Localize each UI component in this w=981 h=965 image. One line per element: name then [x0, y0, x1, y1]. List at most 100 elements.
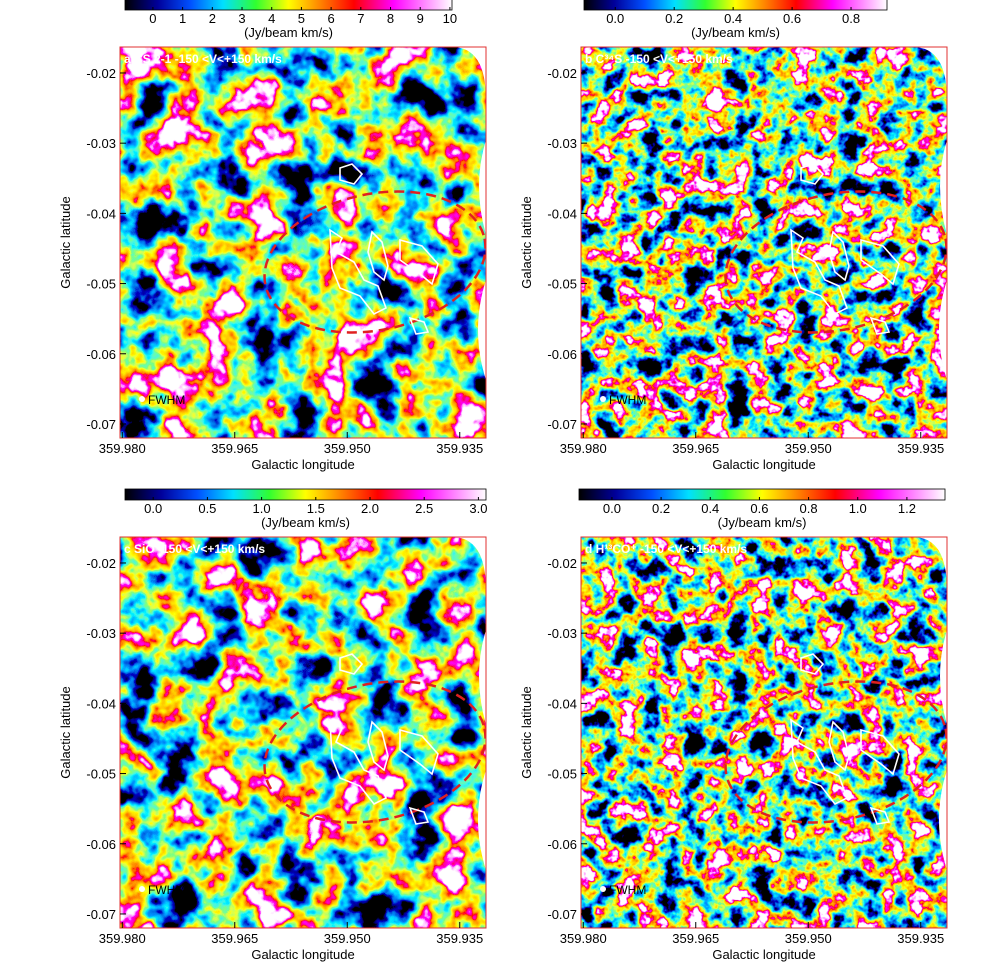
x-tick-label: 359.935: [897, 931, 944, 946]
contour: [399, 238, 439, 286]
y-tick-label: -0.03: [547, 136, 577, 151]
contour: [869, 316, 891, 335]
region-ellipse: [263, 190, 486, 334]
annotation: FWHM: [609, 393, 646, 407]
x-axis-label: Galactic longitude: [712, 457, 815, 472]
colorbar-tick-label: 4: [268, 11, 275, 26]
contour: [790, 718, 848, 806]
y-tick-label: -0.03: [547, 626, 577, 641]
y-tick-label: -0.06: [86, 347, 116, 362]
y-axis-label: Galactic latitude: [58, 686, 73, 779]
colorbar: [583, 0, 888, 11]
colorbar-tick-label: 0.4: [701, 501, 719, 516]
map: [120, 537, 486, 928]
contour: [339, 163, 364, 185]
colorbar-tick-label: 0: [149, 11, 156, 26]
contour: [860, 238, 900, 286]
x-axis-label: Galactic longitude: [251, 457, 354, 472]
panel-title: c SiO -150 <V<+150 km/s: [124, 542, 265, 556]
colorbar-tick-label: 0.6: [750, 501, 768, 516]
colorbar-tick-label: 0.2: [665, 11, 683, 26]
y-tick-label: -0.04: [86, 696, 116, 711]
panel: 0 1 2 3 4 5 6 7 8 9 10 (Jy/beam km/s) FWHM a CS 2-1 -…: [58, 0, 487, 472]
map: [120, 47, 486, 438]
x-axis-label: Galactic longitude: [251, 947, 354, 962]
y-tick-label: -0.02: [86, 556, 116, 571]
contour: [408, 806, 430, 825]
x-tick-label: 359.965: [211, 931, 258, 946]
contour: [367, 720, 389, 772]
map-image: [581, 537, 947, 928]
contour: [399, 728, 439, 776]
beam: [600, 886, 606, 892]
panel-title: b C³⁴S -150 <V<+150 km/s: [585, 52, 733, 66]
x-tick-label: 359.950: [324, 931, 371, 946]
colorbar-tick-label: 0.5: [198, 501, 216, 516]
x-tick-label: 359.980: [99, 441, 146, 456]
y-tick-label: -0.07: [86, 417, 116, 432]
y-tick-label: -0.05: [86, 277, 116, 292]
annotation: FWHM: [148, 883, 185, 897]
x-tick-label: 359.980: [560, 441, 607, 456]
x-tick-label: 359.935: [436, 441, 483, 456]
colorbar-label: (Jy/beam km/s): [691, 25, 780, 40]
colorbar-tick-label: 0.6: [783, 11, 801, 26]
panel: 0.0 0.2 0.4 0.6 0.8 1.0 1.2 (Jy/beam km/s) FWHM d…: [519, 488, 948, 962]
colorbar: [578, 488, 946, 501]
colorbar: [124, 0, 453, 11]
colorbar-tick-label: 1.0: [253, 501, 271, 516]
x-tick-label: 359.950: [785, 931, 832, 946]
y-tick-label: -0.06: [547, 837, 577, 852]
panel: 0.0 0.2 0.4 0.6 0.8 (Jy/beam km/s) FWHM b C³⁴S …: [519, 0, 948, 472]
panel-title: a CS 2-1 -150 <V<+150 km/s: [124, 52, 282, 66]
y-tick-label: -0.04: [547, 696, 577, 711]
colorbar-tick-label: 1: [179, 11, 186, 26]
y-tick-label: -0.03: [86, 136, 116, 151]
colorbar-tick-label: 3: [238, 11, 245, 26]
colorbar-tick-label: 0.2: [652, 501, 670, 516]
region-ellipse: [724, 190, 947, 334]
y-axis-label: Galactic latitude: [58, 196, 73, 289]
x-axis-label: Galactic longitude: [712, 947, 815, 962]
y-tick-label: -0.04: [86, 206, 116, 221]
colorbar-tick-label: 3.0: [469, 501, 487, 516]
contour: [828, 720, 850, 772]
y-axis-label: Galactic latitude: [519, 686, 534, 779]
contour: [367, 230, 389, 282]
map-image: [120, 537, 486, 928]
contour: [339, 653, 364, 675]
colorbar-label: (Jy/beam km/s): [261, 515, 350, 530]
x-tick-label: 359.965: [672, 441, 719, 456]
y-tick-label: -0.02: [86, 66, 116, 81]
annotation: FWHM: [148, 393, 185, 407]
colorbar: [124, 488, 487, 501]
contour: [860, 728, 900, 776]
colorbar-tick-label: 8: [387, 11, 394, 26]
beam: [139, 396, 145, 402]
map: [581, 537, 947, 928]
x-tick-label: 359.935: [897, 441, 944, 456]
y-tick-label: -0.02: [547, 556, 577, 571]
colorbar-tick-label: 1.0: [849, 501, 867, 516]
x-tick-label: 359.935: [436, 931, 483, 946]
colorbar-tick-label: 0.8: [842, 11, 860, 26]
contour: [800, 653, 825, 675]
colorbar-tick-label: 0.0: [603, 501, 621, 516]
colorbar-tick-label: 0.0: [144, 501, 162, 516]
colorbar-tick-label: 6: [328, 11, 335, 26]
colorbar-tick-label: 7: [357, 11, 364, 26]
plot-frame: [119, 46, 487, 439]
contour: [828, 230, 850, 282]
y-tick-label: -0.03: [86, 626, 116, 641]
map: [581, 47, 947, 438]
contour: [329, 718, 387, 806]
x-tick-label: 359.950: [785, 441, 832, 456]
y-tick-label: -0.05: [547, 277, 577, 292]
contour: [800, 163, 825, 185]
map-image: [581, 47, 947, 438]
colorbar-tick-label: 9: [417, 11, 424, 26]
x-tick-label: 359.965: [211, 441, 258, 456]
y-tick-label: -0.07: [547, 417, 577, 432]
y-tick-label: -0.06: [86, 837, 116, 852]
